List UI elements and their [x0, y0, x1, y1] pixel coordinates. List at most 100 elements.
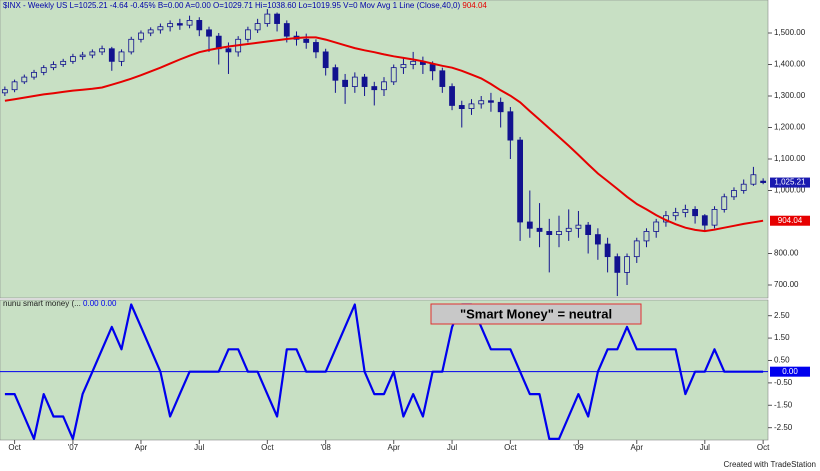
indicator-line [4, 303, 764, 440]
candle-body [517, 139, 524, 223]
candle-body [225, 48, 232, 53]
annotation-box [430, 303, 642, 325]
x-tick-label: Jul [194, 443, 204, 452]
candle-body [536, 227, 543, 232]
last-value-box [770, 215, 810, 226]
candle-body [624, 256, 630, 273]
x-tick-label: Apr [135, 443, 148, 452]
x-tick-label: Jul [447, 443, 457, 452]
candle-body [128, 38, 135, 53]
y-tick-label: 1,400.00 [774, 60, 806, 69]
y-tick-label: -0.50 [774, 378, 793, 387]
candle-body [118, 51, 125, 62]
price-header: $INX - Weekly US L=1025.21 -4.64 -0.45% … [3, 1, 487, 10]
x-tick-label: Oct [757, 443, 770, 452]
x-tick-label: '07 [68, 443, 79, 452]
candle-body [361, 76, 368, 87]
y-tick-label: 1,500.00 [774, 28, 806, 37]
candle-body [167, 23, 174, 28]
candle-body [653, 221, 660, 232]
candle-body [604, 243, 611, 258]
candle-body [546, 231, 553, 235]
candle-body [89, 51, 96, 56]
candle-body [575, 224, 582, 229]
last-value-label: 0.00 [782, 367, 798, 376]
candle-body [740, 183, 747, 191]
candle-body [11, 81, 18, 91]
candle-body [672, 212, 679, 217]
candle-body [147, 29, 154, 34]
y-tick-label: 1,300.00 [774, 91, 806, 100]
candle-body [50, 64, 57, 69]
candle-body [439, 70, 446, 87]
x-tick-label: Jul [700, 443, 710, 452]
y-tick-label: 700.00 [774, 280, 799, 289]
candle-body [351, 76, 358, 87]
candle-body [381, 81, 387, 91]
candle-body [254, 23, 261, 31]
candle-body [274, 13, 280, 24]
indicator-values: 0.00 0.00 [83, 299, 117, 308]
candle-body [206, 29, 212, 37]
x-tick-label: '09 [573, 443, 584, 452]
candle-body [70, 56, 76, 62]
study: Mov Avg 1 Line (Close,40,0) [360, 1, 461, 10]
candle-body [342, 79, 349, 87]
y-tick-label: 2.50 [774, 311, 790, 320]
last-value-label: 904.04 [778, 216, 803, 225]
candle-body [458, 105, 465, 109]
candle-body [507, 111, 514, 141]
candle-body [643, 231, 650, 242]
candle-body [488, 100, 494, 103]
footer: Created with TradeStation [724, 460, 817, 469]
indicator-title: nunu smart money (... [3, 299, 81, 308]
candle-body [682, 208, 689, 213]
candle-body [614, 256, 621, 273]
candle-body [79, 54, 86, 58]
last-value-label: 1,025.21 [774, 178, 806, 187]
moving-average-line [4, 36, 764, 233]
candle-body [526, 221, 533, 229]
candle-body [60, 60, 67, 65]
candle-body [701, 215, 708, 226]
candle-body [760, 180, 767, 183]
candle-body [429, 64, 436, 72]
candle-body [594, 234, 601, 245]
candle-body [186, 19, 193, 26]
candle-body [31, 71, 37, 78]
y-tick-label: -1.50 [774, 400, 793, 409]
candle-body [108, 48, 115, 62]
last-value-box [770, 177, 810, 188]
x-tick-label: '08 [320, 443, 331, 452]
indicator-header: nunu smart money (... 0.00 0.00 [3, 299, 117, 308]
candle-body [157, 26, 164, 31]
candle-body [692, 208, 698, 217]
symbol: $INX - Weekly US [3, 1, 67, 10]
candle-body [556, 231, 562, 235]
candle-body [721, 196, 728, 210]
x-tick-label: Oct [261, 443, 274, 452]
last-value-box [770, 366, 810, 377]
candle-body [313, 42, 319, 53]
candle-body [410, 60, 417, 65]
candle-body [478, 100, 485, 105]
candle-body [711, 208, 718, 226]
y-tick-label: -2.50 [774, 423, 793, 432]
candle-body [497, 101, 504, 113]
candle-body [633, 240, 640, 258]
candle-body [585, 224, 592, 235]
candle-body [565, 227, 572, 232]
candle-body [731, 190, 737, 198]
y-tick-label: 1,200.00 [774, 123, 806, 132]
quote: L=1025.21 -4.64 -0.45% B=0.00 A=0.00 O=1… [70, 1, 359, 10]
study-value: 904.04 [462, 1, 487, 10]
candle-body [468, 103, 475, 109]
x-tick-label: Apr [631, 443, 644, 452]
candle-body [322, 51, 329, 69]
candle-body [21, 76, 28, 83]
candle-body [264, 13, 271, 24]
candle-body [196, 19, 203, 31]
x-tick-label: Apr [387, 443, 400, 452]
y-tick-label: 1.50 [774, 333, 790, 342]
